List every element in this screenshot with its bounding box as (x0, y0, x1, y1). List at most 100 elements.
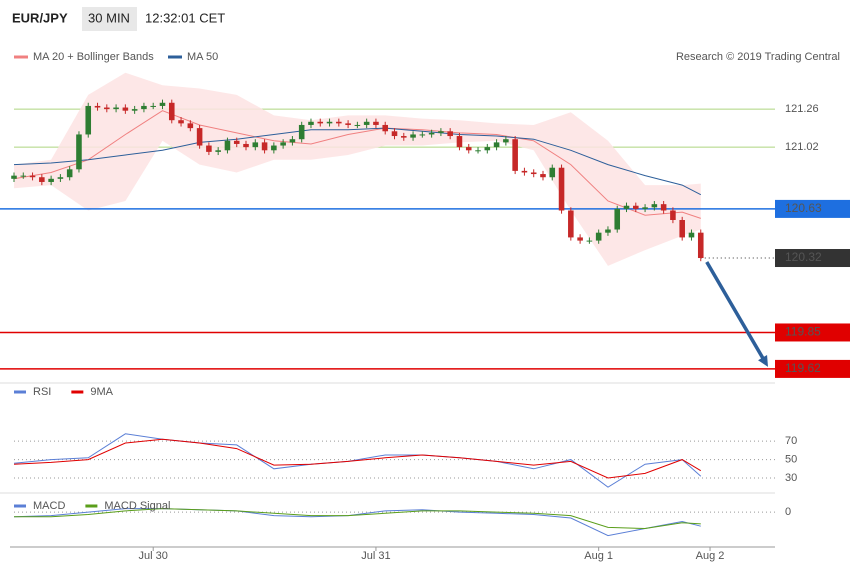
candle-body (224, 140, 231, 151)
candle-body (512, 139, 518, 171)
y-tick-label: 30 (785, 472, 797, 484)
y-tick-label: 50 (785, 454, 797, 466)
legend-label: MACD Signal (104, 500, 170, 512)
candle-body (400, 136, 407, 138)
candle-body (373, 121, 379, 125)
candle-body (141, 105, 147, 110)
ma50-line (13, 127, 702, 196)
level-label: 120.63 (785, 201, 822, 215)
projection-arrow-head (758, 354, 768, 367)
candle-body (243, 143, 249, 148)
candle-body (159, 102, 166, 106)
candle-body (76, 134, 82, 170)
candle-body (94, 105, 101, 108)
y-tick-label: 121.26 (785, 103, 819, 115)
x-tick-label: Jul 30 (139, 550, 168, 562)
level-label: 120.32 (785, 250, 822, 264)
candle-body (633, 205, 639, 209)
candle-body (438, 131, 444, 133)
candle-body (382, 124, 389, 132)
rsi-line (13, 438, 702, 479)
ma20-line (13, 110, 701, 219)
copyright: Research © 2019 Trading Central (676, 51, 840, 63)
candle-body (39, 177, 45, 182)
candle-body (104, 107, 110, 110)
candle-body (697, 232, 704, 259)
y-tick-label: 70 (785, 435, 797, 447)
candle-body (336, 121, 342, 124)
candle-body (493, 142, 500, 148)
legend-label: RSI (33, 386, 51, 398)
candle-body (642, 207, 648, 209)
candle-body (298, 124, 305, 140)
candle-body (595, 232, 602, 241)
candle-body (605, 229, 611, 233)
candle-body (540, 174, 546, 178)
candle-body (530, 172, 537, 175)
x-tick-label: Aug 2 (696, 550, 725, 562)
candle-body (271, 145, 277, 151)
candle-body (57, 177, 64, 179)
candle-body (521, 170, 528, 173)
level-label: 119.62 (785, 361, 821, 375)
level-label: 119.85 (785, 325, 821, 339)
candle-body (354, 124, 361, 126)
y-tick-label: 0 (785, 506, 791, 518)
candle-body (252, 142, 259, 148)
candle-body (428, 132, 435, 135)
candle-body (308, 121, 314, 125)
candle-body (20, 175, 27, 177)
candle-body (11, 175, 17, 179)
legend-label: MACD (33, 500, 65, 512)
candle-body (623, 205, 630, 209)
candle-body (660, 204, 667, 211)
interval: 30 MIN (88, 10, 130, 25)
candle-body (187, 123, 194, 129)
candle-body (215, 150, 221, 152)
candle-body (122, 107, 129, 111)
macd-line (14, 508, 701, 530)
bollinger-band (14, 72, 701, 266)
legend-label: 9MA (90, 386, 113, 398)
candle-body (85, 105, 92, 135)
candle-body (475, 150, 481, 152)
candle-body (29, 175, 36, 178)
candle-body (614, 208, 621, 230)
candle-body (447, 131, 453, 137)
candle-body (456, 136, 463, 148)
candle-body (465, 147, 472, 151)
candle-body (419, 134, 426, 136)
candle-body (670, 210, 676, 220)
candle-body (178, 120, 184, 124)
candle-body (568, 210, 574, 238)
symbol: EUR/JPY (12, 10, 68, 25)
candle-body (484, 147, 491, 151)
candle-body (131, 109, 138, 111)
candle-body (345, 123, 351, 125)
candle-body (577, 237, 583, 241)
candle-body (363, 121, 370, 125)
candle-body (66, 169, 73, 178)
candle-body (503, 139, 509, 143)
candle-body (586, 240, 593, 242)
legend-label: MA 50 (187, 51, 218, 63)
legend-label: MA 20 + Bollinger Bands (33, 51, 154, 63)
candle-body (558, 167, 565, 211)
candle-body (168, 102, 175, 121)
candle-body (261, 142, 268, 151)
x-tick-label: Jul 31 (361, 550, 390, 562)
candle-body (289, 139, 296, 143)
level-tag (775, 249, 850, 268)
candle-body (688, 232, 695, 238)
candle-body (113, 107, 119, 110)
y-tick-label: 121.02 (785, 141, 819, 153)
candle-body (679, 220, 685, 238)
candle-body (196, 128, 203, 146)
level-tag (775, 359, 850, 378)
candle-body (549, 167, 556, 178)
macd-line (13, 508, 701, 537)
candle-body (206, 145, 212, 152)
candle-body (391, 131, 398, 137)
candle-body (317, 121, 324, 124)
